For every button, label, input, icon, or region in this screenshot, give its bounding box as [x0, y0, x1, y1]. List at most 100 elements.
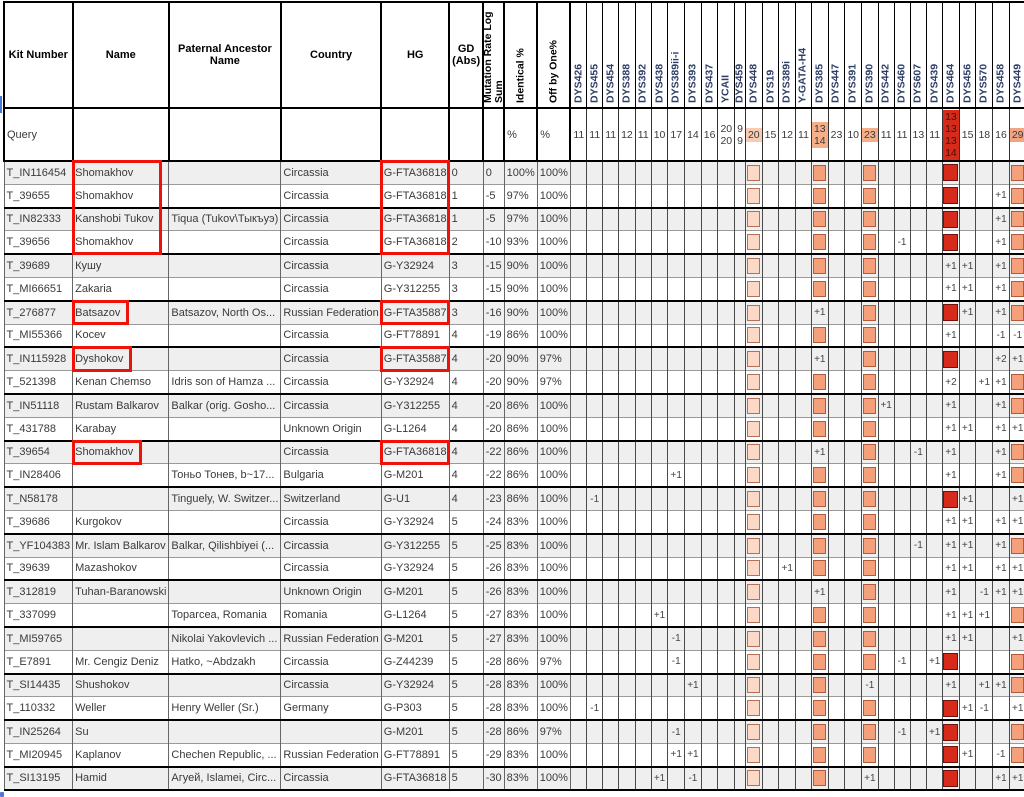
match-box — [747, 397, 761, 414]
marker-cell-DYS426 — [569, 346, 588, 371]
marker-header-YCAII[interactable]: YCAII — [717, 1, 736, 109]
marker-cell-DYS456: +1 — [958, 556, 977, 581]
table-row: T_337099 Toparcea, Romania Romania G-L1264 5… — [3, 603, 1024, 627]
marker-cell-DYS458 — [992, 486, 1010, 511]
marker-cell-DYS607 — [909, 579, 928, 604]
marker-header-DYS390[interactable]: DYS390 — [861, 1, 879, 109]
marker-header-DYS385[interactable]: DYS385 — [810, 1, 829, 109]
cell-ancestor: Toparcea, Romania — [168, 603, 282, 627]
marker-header-DYS448[interactable]: DYS448 — [744, 1, 763, 109]
marker-cell-DYS447 — [827, 579, 846, 604]
marker-cell-DYS447 — [827, 532, 846, 558]
marker-header-DYS607[interactable]: DYS607 — [909, 1, 928, 109]
marker-cell-DYS437 — [700, 370, 719, 394]
marker-header-DYS442[interactable]: DYS442 — [877, 1, 895, 109]
marker-cell-DYS426 — [569, 463, 588, 488]
marker-header-DYS458[interactable]: DYS458 — [992, 1, 1010, 109]
match-box — [863, 537, 877, 554]
cell-mutsum: -24 — [482, 509, 505, 534]
marker-cell-DYS393 — [684, 392, 702, 418]
marker-header-DYS391[interactable]: DYS391 — [844, 1, 862, 109]
marker-cell-DYS454 — [602, 603, 620, 627]
cell-hg: G-Y312255 — [380, 276, 450, 301]
marker-cell-Y-GATA-H4 — [795, 532, 812, 558]
marker-cell-DYS464 — [942, 649, 960, 674]
marker-header-DYS439[interactable]: DYS439 — [926, 1, 944, 109]
match-box — [863, 746, 877, 763]
marker-header-DYS455[interactable]: DYS455 — [586, 1, 604, 109]
marker-cell-DYS459 — [734, 696, 746, 721]
marker-cell-Y-GATA-H4 — [795, 556, 812, 581]
marker-cell-DYS391 — [844, 765, 862, 792]
col-header-label: Identical % — [514, 48, 527, 103]
table-row: T_39654 Shomakhov Circassia G-FTA36818 4 -22 8… — [3, 439, 1024, 464]
marker-header-DYS438[interactable]: DYS438 — [650, 1, 669, 109]
marker-cell-DYS460 — [893, 346, 911, 371]
marker-header-DYS392[interactable]: DYS392 — [634, 1, 652, 109]
marker-header-DYS570[interactable]: DYS570 — [975, 1, 994, 109]
marker-cell-DYS389i — [778, 719, 797, 744]
cell-gd: 5 — [448, 765, 484, 792]
marker-cell-DYS449 — [1008, 672, 1024, 697]
cell-mutsum: -25 — [482, 532, 505, 558]
marker-cell-YCAII — [717, 765, 736, 792]
marker-header-DYS389i[interactable]: DYS389i — [778, 1, 797, 109]
table-row: T_110332 Weller Henry Weller (Sr.) Germany G… — [3, 696, 1024, 721]
marker-cell-DYS607: -1 — [909, 439, 928, 464]
marker-cell-DYS442 — [877, 183, 895, 208]
cell-name: Kurgokov — [72, 509, 170, 534]
cell-offbyone: 100% — [536, 323, 571, 348]
marker-cell-DYS389i — [778, 765, 797, 792]
marker-cell-DYS607 — [909, 556, 928, 581]
marker-cell-DYS442 — [877, 253, 895, 278]
marker-header-DYS388[interactable]: DYS388 — [618, 1, 636, 109]
marker-header-DYS389ii-i[interactable]: DYS389ii-i — [667, 1, 686, 109]
cell-identical: 90% — [503, 370, 538, 394]
marker-cell-DYS460 — [893, 532, 911, 558]
marker-header-DYS447[interactable]: DYS447 — [827, 1, 846, 109]
marker-header-DYS437[interactable]: DYS437 — [700, 1, 719, 109]
marker-cell-DYS391 — [844, 649, 862, 674]
marker-header-DYS459[interactable]: DYS459 — [734, 1, 746, 109]
marker-header-label: DYS607 — [911, 63, 924, 103]
marker-cell-DYS389ii-i — [667, 346, 686, 371]
marker-cell-DYS438 — [650, 696, 669, 721]
cell-ancestor — [168, 183, 282, 208]
marker-cell-DYS464 — [942, 230, 960, 255]
marker-cell-DYS459 — [734, 159, 746, 185]
marker-header-DYS393[interactable]: DYS393 — [684, 1, 702, 109]
cell-country: Circassia — [280, 392, 382, 418]
marker-header-label: Y-GATA-H4 — [796, 47, 809, 103]
marker-header-DYS460[interactable]: DYS460 — [893, 1, 911, 109]
marker-cell-DYS388 — [618, 532, 636, 558]
marker-cell-DYS393 — [684, 206, 702, 231]
marker-header-DYS449[interactable]: DYS449 — [1008, 1, 1024, 109]
marker-cell-DYS607 — [909, 509, 928, 534]
marker-header-DYS454[interactable]: DYS454 — [602, 1, 620, 109]
marker-cell-DYS458: +1 — [992, 463, 1010, 488]
marker-cell-DYS438 — [650, 346, 669, 371]
marker-cell-DYS388 — [618, 742, 636, 767]
cell-gd: 5 — [448, 719, 484, 744]
table-row: T_E7891 Mr. Cengiz Deniz Hatko, ~Abdzakh Ci… — [3, 649, 1024, 674]
marker-header-DYS464[interactable]: DYS464 — [942, 1, 960, 109]
marker-header-DYS456[interactable]: DYS456 — [958, 1, 977, 109]
hg-text: G-FTA35887 — [383, 353, 447, 366]
marker-cell-DYS390 — [861, 392, 879, 418]
marker-header-DYS19[interactable]: DYS19 — [761, 1, 780, 109]
marker-cell-DYS385 — [810, 392, 829, 418]
marker-cell-DYS392 — [634, 416, 652, 441]
marker-cell-YCAII — [717, 649, 736, 674]
col-header-ancestor: Paternal Ancestor Name — [167, 1, 282, 109]
cell-hg: G-FTA36818 — [380, 230, 450, 255]
match-box — [1011, 677, 1024, 694]
marker-cell-DYS385 — [810, 603, 829, 627]
cell-country: Circassia — [280, 230, 382, 255]
marker-cell-DYS391 — [844, 696, 862, 721]
marker-header-DYS426[interactable]: DYS426 — [569, 1, 588, 109]
marker-cell-DYS449: +1 — [1008, 509, 1024, 534]
table-row: T_39686 Kurgokov Circassia G-Y32924 5 -24 83% 1… — [3, 509, 1024, 534]
marker-header-Y-GATA-H4[interactable]: Y-GATA-H4 — [795, 1, 812, 109]
marker-cell-DYS389ii-i — [667, 439, 686, 464]
match-box — [863, 467, 877, 484]
